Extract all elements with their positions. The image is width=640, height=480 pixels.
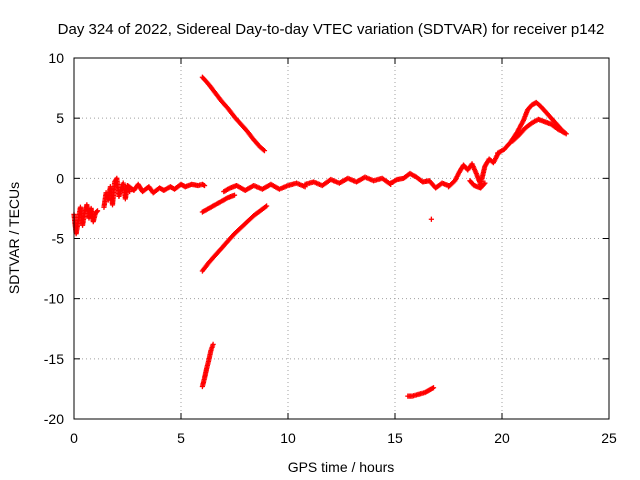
data-point: [94, 209, 100, 215]
x-tick-label: 10: [280, 430, 296, 446]
data-point: [260, 147, 266, 153]
y-tick-label: 10: [48, 50, 64, 66]
data-series: [495, 99, 569, 156]
data-point: [262, 204, 269, 210]
x-axis-label: GPS time / hours: [288, 459, 395, 475]
x-tick-label: 15: [387, 430, 403, 446]
data-point: [264, 203, 270, 209]
data-series: [199, 341, 216, 390]
data-point: [94, 208, 101, 214]
data-series: [467, 178, 488, 191]
data-series: [302, 174, 394, 189]
y-axis-label: SDTVAR / TECUs: [6, 182, 22, 294]
data-point: [561, 130, 567, 136]
data-point: [127, 188, 133, 195]
y-tick-label: -15: [44, 351, 64, 367]
data-series: [388, 170, 452, 191]
x-tick-label: 20: [494, 430, 510, 446]
data-point: [261, 148, 268, 154]
data-point: [231, 192, 238, 198]
data-point: [201, 182, 208, 189]
data-series: [221, 180, 308, 195]
data-series: [428, 216, 434, 222]
data-points: [71, 74, 569, 399]
grid: [74, 58, 609, 419]
y-tick-label: 5: [56, 110, 64, 126]
data-series: [199, 203, 270, 274]
data-series: [510, 116, 567, 144]
data-series: [71, 202, 101, 237]
x-tick-label: 0: [70, 430, 78, 446]
data-series: [101, 175, 133, 210]
data-point: [481, 181, 487, 187]
x-tick-label: 5: [177, 430, 185, 446]
y-tick-label: -5: [52, 231, 65, 247]
chart-title: Day 324 of 2022, Sidereal Day-to-day VTE…: [58, 21, 605, 38]
data-series: [445, 151, 501, 190]
data-point: [482, 180, 488, 186]
data-point: [210, 341, 216, 347]
data-series: [199, 74, 268, 154]
y-tick-label: -20: [44, 411, 64, 427]
data-series: [199, 192, 238, 215]
data-point: [430, 385, 437, 391]
data-series: [405, 385, 437, 399]
axis-ticks: 0 5 10 15 20 25 -20 -15 -10 -5 0 5 10: [44, 50, 617, 446]
y-tick-label: -10: [44, 291, 64, 307]
data-point: [428, 216, 434, 222]
y-tick-label: 0: [56, 170, 64, 186]
data-series: [124, 181, 208, 196]
x-tick-label: 25: [601, 430, 617, 446]
